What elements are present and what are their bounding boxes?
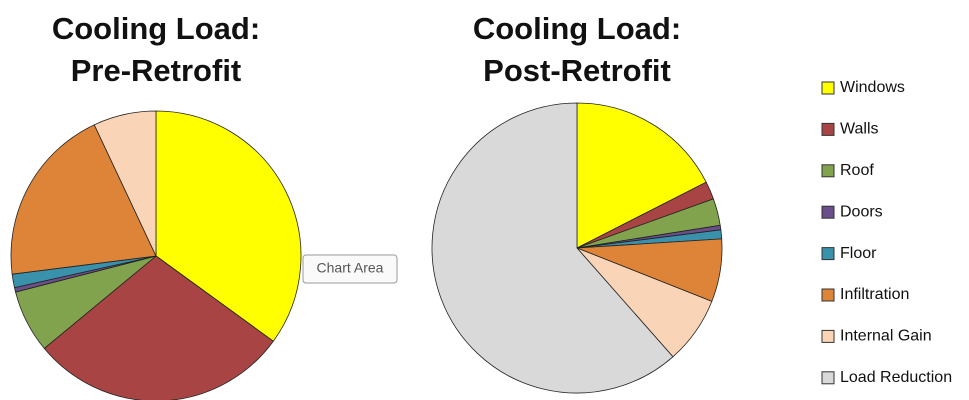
legend-label: Doors — [840, 203, 883, 220]
pie-slice — [431, 102, 674, 394]
pie-slice — [43, 255, 274, 400]
legend-label: Roof — [840, 162, 874, 179]
tooltip: Chart Area — [317, 260, 384, 276]
legend-label: Walls — [840, 121, 879, 138]
chart-title: Cooling Load: Pre-Retrofit — [51, 11, 261, 88]
legend-swatch — [821, 81, 835, 95]
pie-slice — [576, 102, 707, 249]
legend-swatch — [821, 288, 835, 302]
legend-swatch — [821, 205, 835, 219]
legend-label: Infiltration — [840, 286, 909, 303]
legend-label: Floor — [840, 245, 877, 262]
legend-swatch — [821, 371, 835, 385]
chart-title: Cooling Load: Post-Retrofit — [472, 11, 682, 88]
legend-swatch — [821, 164, 835, 178]
legend-swatch — [821, 247, 835, 261]
legend-swatch — [821, 329, 835, 343]
legend-label: Windows — [840, 79, 905, 96]
pie-slice — [10, 124, 157, 275]
legend-label: Internal Gain — [840, 328, 932, 345]
pie-slice — [155, 110, 302, 342]
legend-swatch — [821, 122, 835, 136]
legend-label: Load Reduction — [840, 369, 952, 386]
tooltip-box — [302, 254, 398, 284]
pie-slice — [93, 110, 157, 257]
